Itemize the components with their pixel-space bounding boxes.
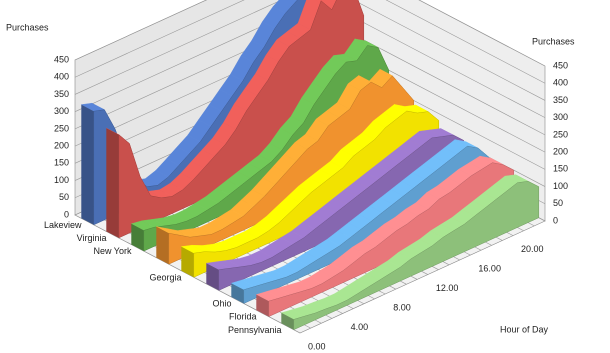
ribbon-end <box>181 246 194 278</box>
series-label: Virginia <box>77 233 107 243</box>
floor-grid <box>74 214 301 334</box>
y2-tick-label: 250 <box>553 129 568 139</box>
y-tick-label: 150 <box>54 158 69 168</box>
y2-axis-title: Purchases <box>532 36 575 46</box>
series-label: Lakeview <box>44 220 82 230</box>
y-axis-title: Purchases <box>6 22 49 32</box>
series-label: Pennsylvania <box>228 325 282 335</box>
x-tick-label: 12.00 <box>436 283 459 293</box>
x-tick-label: 16.00 <box>478 263 501 273</box>
y2-tick-label: 100 <box>553 181 568 191</box>
y2-tick-label: 0 <box>553 215 558 225</box>
y-tick-label: 250 <box>54 123 69 133</box>
grid-line <box>74 0 245 78</box>
ribbon-face <box>293 181 540 331</box>
x-tick-label: 8.00 <box>393 302 411 312</box>
series-label: Florida <box>229 312 257 322</box>
ribbon-end <box>206 263 219 291</box>
grid-line <box>74 0 207 61</box>
ribbon-face <box>143 45 390 252</box>
y-tick-label: 350 <box>54 89 69 99</box>
ribbon-end <box>281 312 294 330</box>
y2-tick-label: 450 <box>553 60 568 70</box>
y-tick-label: 300 <box>54 106 69 116</box>
ribbon-end <box>256 294 269 317</box>
ribbon-face <box>168 75 415 265</box>
ribbon-face <box>118 0 365 239</box>
ribbon-end <box>231 283 244 304</box>
series-label: Ohio <box>212 299 231 309</box>
series-label: New York <box>93 246 132 256</box>
y2-tick-label: 350 <box>553 95 568 105</box>
ribbon-face <box>193 110 440 278</box>
ribbon-end <box>156 226 169 265</box>
grid-line <box>418 0 546 67</box>
y2-tick-label: 50 <box>553 198 563 208</box>
y2-tick-label: 300 <box>553 112 568 122</box>
y2-tick-label: 200 <box>553 146 568 156</box>
y-tick-label: 100 <box>54 175 69 185</box>
x-axis-title: Hour of Day <box>500 324 549 334</box>
ribbon-end <box>106 128 119 238</box>
ribbon-face <box>268 162 515 317</box>
series-label: Georgia <box>149 272 181 282</box>
x-tick-label: 20.00 <box>521 244 544 254</box>
x-tick-label: 4.00 <box>351 322 369 332</box>
y-tick-label: 400 <box>54 72 69 82</box>
ribbon-face <box>243 145 490 304</box>
y-tick-label: 450 <box>54 54 69 64</box>
x-tick-label: 0.00 <box>308 341 326 351</box>
ribbon-end <box>131 223 144 252</box>
y2-tick-label: 400 <box>553 78 568 88</box>
grid-line <box>385 0 546 84</box>
y-tick-label: 200 <box>54 140 69 150</box>
y-tick-label: 0 <box>64 209 69 219</box>
y-tick-label: 50 <box>59 192 69 202</box>
y2-tick-label: 150 <box>553 164 568 174</box>
ribbon-face <box>218 134 465 291</box>
ribbon-end <box>81 104 94 225</box>
